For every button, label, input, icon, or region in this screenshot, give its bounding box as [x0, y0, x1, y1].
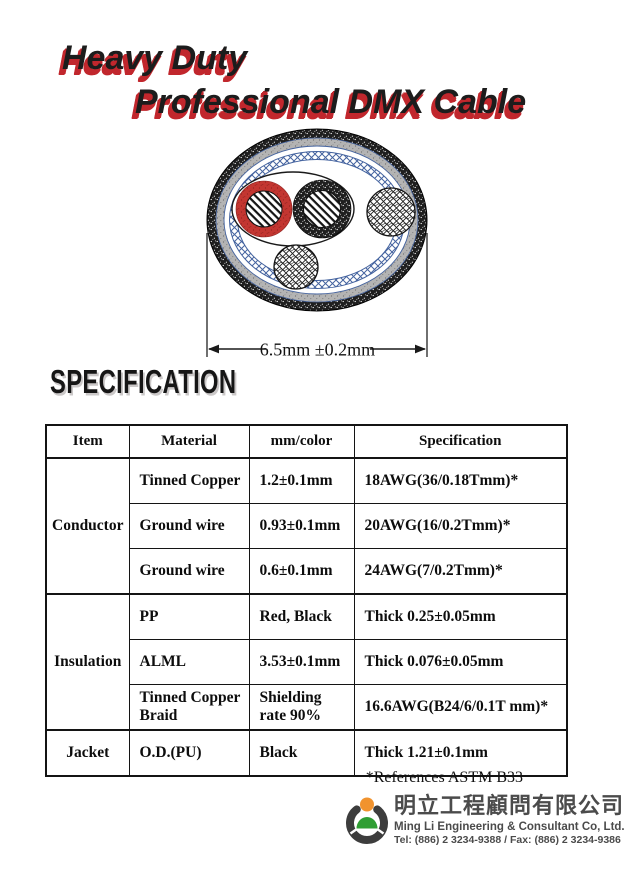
red-conductor: [235, 180, 293, 238]
table-row: Insulation PP Red, Black Thick 0.25±0.05…: [45, 593, 568, 731]
material-cell: PP: [128, 593, 250, 640]
specification-cell: Thick 0.076±0.05mm: [353, 639, 568, 685]
company-name-zh: 明立工程顧問有限公司: [394, 793, 625, 818]
header-material: Material: [128, 424, 250, 459]
title-line-2: Professional DMX Cable: [135, 83, 527, 121]
material-cell: Tinned Copper Braid: [128, 684, 250, 731]
mm-color-cell: 0.93±0.1mm: [248, 503, 355, 549]
contact-line: Tel: (886) 2 3234-9388 / Fax: (886) 2 32…: [394, 834, 621, 846]
dimension-arrow: [208, 344, 426, 354]
ground-wire-right: [366, 187, 416, 237]
header-specification: Specification: [353, 424, 568, 459]
table-row: Tinned Copper Braid Shielding rate 90% 1…: [46, 684, 568, 731]
specification-cell: 24AWG(7/0.2Tmm)*: [353, 548, 568, 595]
table-row: Ground wire 0.93±0.1mm 20AWG(16/0.2Tmm)*: [46, 503, 568, 549]
footnote: *References ASTM B33: [365, 769, 523, 786]
logo-green-dome: [356, 817, 378, 829]
mm-color-cell: 3.53±0.1mm: [248, 639, 355, 685]
material-cell: Ground wire: [128, 503, 250, 549]
material-cell: Tinned Copper: [128, 457, 250, 504]
title-line-1: Heavy Duty: [62, 39, 248, 77]
mm-color-cell: Shielding rate 90%: [248, 684, 355, 731]
material-cell: O.D.(PU): [128, 729, 250, 777]
dimension-extension-lines: [206, 233, 428, 357]
table-row: Ground wire 0.6±0.1mm 24AWG(7/0.2Tmm)*: [46, 548, 568, 595]
item-cell-conductor: Conductor: [45, 457, 130, 595]
mm-color-cell: 0.6±0.1mm: [248, 548, 355, 595]
specification-cell: Thick 0.25±0.05mm: [353, 593, 568, 640]
specification-cell: 20AWG(16/0.2Tmm)*: [353, 503, 568, 549]
table-row: Conductor Tinned Copper 1.2±0.1mm 18AWG(…: [45, 457, 568, 595]
cable-cross-section-diagram: 6.5mm ±0.2mm: [206, 128, 428, 360]
material-cell: Ground wire: [128, 548, 250, 595]
mm-color-cell: Red, Black: [248, 593, 355, 640]
item-cell-insulation: Insulation: [45, 593, 130, 731]
spec-table: Item Material mm/color Specification Con…: [45, 424, 568, 777]
item-cell-jacket: Jacket: [45, 729, 130, 777]
table-row: Jacket O.D.(PU) Black Thick 1.21±0.1mm: [45, 729, 568, 777]
ground-wire-bottom: [273, 244, 319, 290]
logo-orange-dot: [360, 797, 374, 812]
dimension-label: 6.5mm ±0.2mm: [260, 340, 375, 360]
black-conductor: [292, 179, 352, 239]
mm-color-cell: 1.2±0.1mm: [248, 457, 355, 504]
table-row: ALML 3.53±0.1mm Thick 0.076±0.05mm: [46, 639, 568, 685]
mm-color-cell: Black: [248, 729, 355, 777]
material-cell: ALML: [128, 639, 250, 685]
logo-ring: [346, 805, 388, 844]
header-item: Item: [45, 424, 130, 459]
header-mm-color: mm/color: [248, 424, 355, 459]
specification-cell: 18AWG(36/0.18Tmm)*: [353, 457, 568, 504]
specification-heading: SPECIFICATION: [50, 363, 237, 400]
footer-text-block: 明立工程顧問有限公司 Ming Li Engineering & Consult…: [394, 793, 625, 846]
page-title: Heavy Duty Professional DMX Cable: [62, 38, 526, 122]
company-logo: [346, 797, 388, 844]
table-header-row: Item Material mm/color Specification: [45, 424, 568, 459]
specification-cell: Thick 1.21±0.1mm: [353, 729, 568, 777]
company-name-en: Ming Li Engineering & Consultant Co, Ltd…: [394, 821, 625, 833]
specification-cell: 16.6AWG(B24/6/0.1T mm)*: [353, 684, 568, 731]
